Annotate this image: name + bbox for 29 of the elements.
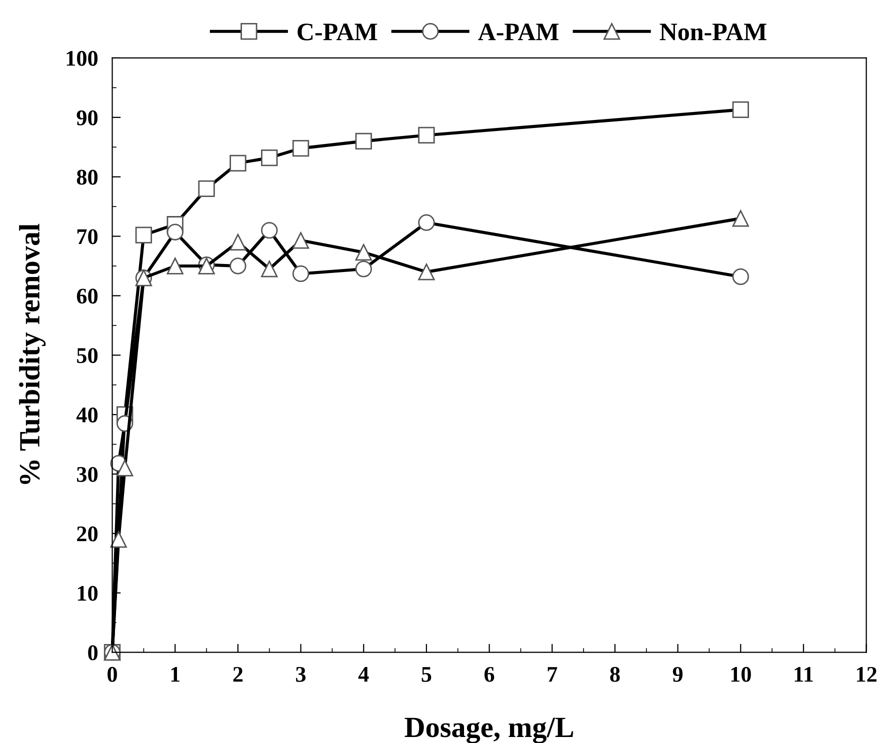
legend-label: C-PAM [298,24,378,40]
x-tick-label: 4 [358,667,369,682]
y-tick-label: 100 [66,50,98,66]
y-axis-title: % Turbidity removal [19,224,46,484]
x-tick-label: 8 [610,666,620,682]
x-tick-label: 6 [484,666,494,682]
x-tick-label: 2 [233,666,243,682]
y-tick-label: 70 [77,229,98,244]
x-tick-label: 9 [672,666,683,682]
y-tick-label: 40 [76,408,98,423]
x-tick-label: 11 [794,666,813,682]
y-tick-label: 30 [76,466,98,482]
x-tick-label: 5 [422,667,432,682]
x-axis-title: Dosage, mg/L [404,718,574,743]
y-tick-label: 0 [88,645,98,660]
y-tick-label: 50 [77,348,98,364]
legend-label: A-PAM [478,24,559,40]
x-tick-label: 12 [856,666,876,682]
y-tick-label: 90 [76,110,98,126]
x-tick-label: 0 [108,666,117,682]
y-tick-label: 20 [77,526,98,542]
x-tick-label: 1 [171,666,180,682]
legend-label: Non-PAM [660,24,766,40]
y-tick-label: 10 [78,586,98,601]
y-tick-label: 80 [76,170,98,185]
y-tick-label: 60 [76,288,98,304]
x-tick-label: 10 [731,666,751,682]
x-tick-label: 7 [548,667,558,682]
x-tick-label: 3 [296,666,306,682]
